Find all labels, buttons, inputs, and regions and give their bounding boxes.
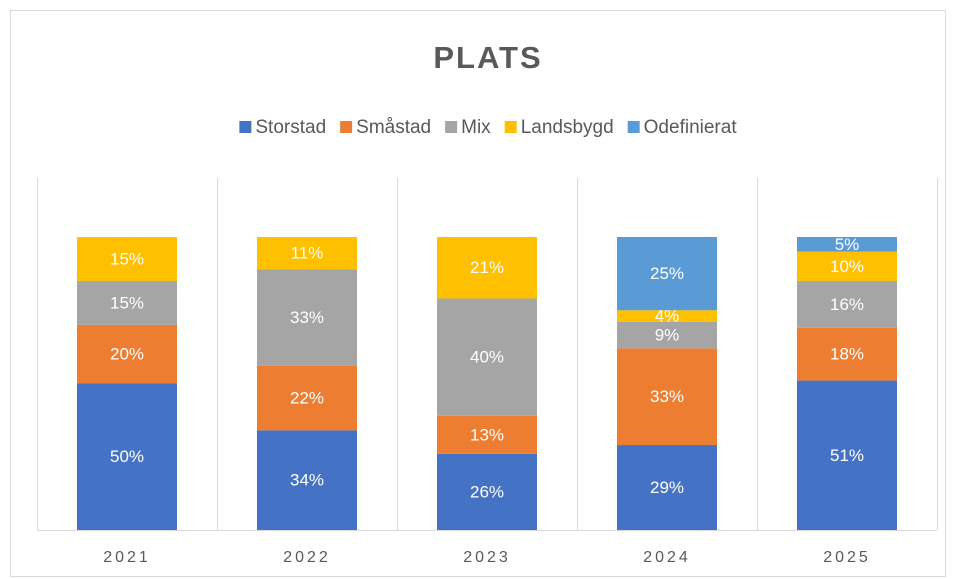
data-label: 21%	[470, 258, 504, 277]
data-label: 33%	[290, 308, 324, 327]
bar-segment	[77, 280, 177, 325]
data-label: 29%	[650, 478, 684, 497]
data-label: 51%	[830, 446, 864, 465]
chart-title: PLATS	[433, 40, 542, 75]
legend-swatch	[340, 121, 353, 133]
legend-swatch	[239, 121, 252, 133]
data-label: 22%	[290, 389, 324, 408]
bar-segment	[617, 348, 717, 446]
data-label: 11%	[291, 244, 324, 263]
data-label: 9%	[655, 326, 680, 345]
data-label: 4%	[655, 307, 680, 326]
x-tick-label: 2024	[643, 549, 691, 566]
bar-segment	[617, 445, 717, 530]
bar-segment	[797, 280, 897, 328]
bar-segment	[437, 298, 537, 416]
data-label: 10%	[830, 257, 864, 276]
x-tick-label: 2021	[103, 549, 151, 566]
x-tick-label: 2022	[283, 549, 331, 566]
legend-label: Storstad	[255, 117, 326, 138]
bar-segment	[797, 251, 897, 281]
legend-label: Odefinierat	[644, 117, 738, 138]
data-label: 16%	[830, 295, 864, 314]
bar-segment	[797, 327, 897, 381]
legend-swatch	[504, 121, 517, 133]
data-label: 40%	[470, 348, 504, 367]
bar-segment	[257, 430, 357, 530]
data-label: 15%	[110, 293, 144, 312]
x-tick-label: 2025	[823, 549, 871, 566]
legend-label: Småstad	[356, 117, 431, 138]
data-label: 20%	[110, 345, 144, 364]
data-label: 26%	[470, 482, 504, 501]
legend-swatch	[627, 121, 640, 133]
legend-swatch	[445, 121, 458, 133]
legend-label: Landsbygd	[521, 117, 614, 138]
bar-segment	[797, 380, 897, 530]
bar-segment	[617, 310, 717, 322]
bar-segment	[617, 237, 717, 311]
data-label: 15%	[110, 249, 144, 268]
data-label: 18%	[830, 345, 864, 364]
data-label: 33%	[650, 387, 684, 406]
legend-label: Mix	[461, 117, 491, 138]
bar-segment	[77, 237, 177, 281]
bar-segment	[77, 383, 177, 530]
data-label: 50%	[110, 447, 144, 466]
bar-segment	[797, 237, 897, 252]
bar-segment	[437, 415, 537, 454]
bar-segment	[257, 365, 357, 431]
data-label: 25%	[650, 264, 684, 283]
bar-segment	[437, 453, 537, 530]
data-label: 34%	[290, 471, 324, 490]
bar-segment	[257, 237, 357, 270]
x-tick-label: 2023	[463, 549, 511, 566]
bar-segment	[617, 321, 717, 349]
data-label: 13%	[470, 425, 504, 444]
bar-segment	[77, 324, 177, 384]
bar-segment	[437, 237, 537, 299]
data-label: 5%	[835, 235, 860, 254]
bar-segment	[257, 269, 357, 366]
